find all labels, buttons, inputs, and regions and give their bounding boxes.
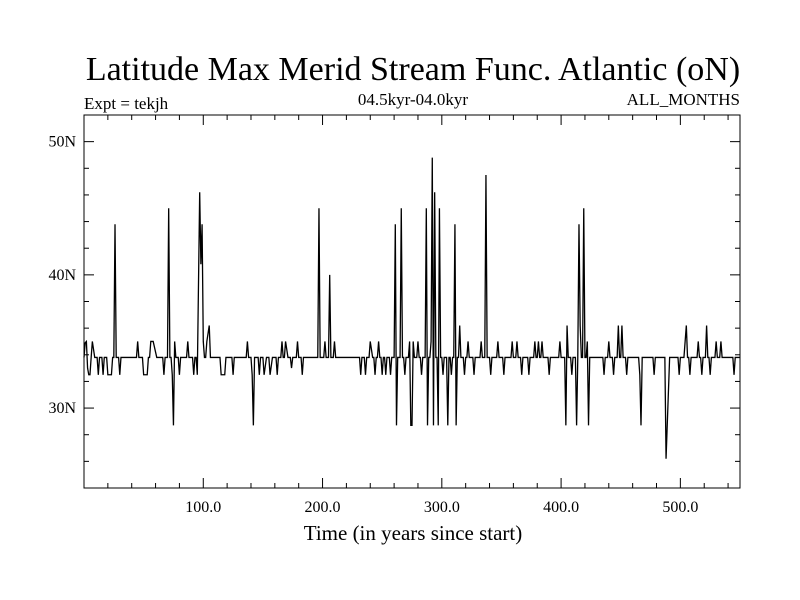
x-tick-label: 200.0 xyxy=(305,499,341,516)
plot-area xyxy=(83,114,741,489)
plot-frame xyxy=(83,114,741,489)
x-axis-label: Time (in years since start) xyxy=(304,521,523,545)
x-axis-tick-labels: 100.0 200.0 300.0 400.0 500.0 xyxy=(185,499,698,516)
chart-title: Latitude Max Merid Stream Func. Atlantic… xyxy=(86,51,740,88)
x-tick-label: 500.0 xyxy=(662,499,698,516)
months-label: ALL_MONTHS xyxy=(627,90,740,109)
x-tick-label: 300.0 xyxy=(424,499,460,516)
y-tick-label: 40N xyxy=(48,267,76,284)
time-range-label: 04.5kyr-04.0kyr xyxy=(358,90,468,109)
experiment-label: Expt = tekjh xyxy=(84,94,169,113)
series-line-tekjh xyxy=(83,157,740,459)
y-tick-label: 30N xyxy=(48,400,76,417)
x-tick-label: 100.0 xyxy=(185,499,221,516)
y-axis-tick-labels: 30N 40N 50N xyxy=(48,134,76,417)
axis-ticks xyxy=(84,115,740,488)
x-tick-label: 400.0 xyxy=(543,499,579,516)
y-tick-label: 50N xyxy=(48,134,76,151)
